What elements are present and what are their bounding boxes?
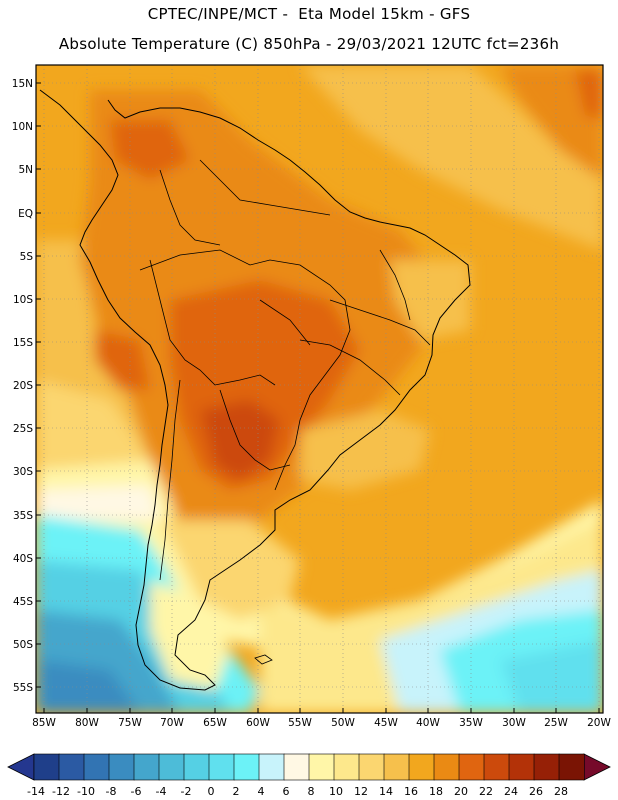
- colorbar-cell: [83, 753, 110, 781]
- colorbar-cell: [133, 753, 160, 781]
- colorbar-label: 20: [454, 785, 468, 798]
- falkland-islands: [254, 654, 273, 665]
- lat-label: 10N: [12, 121, 33, 133]
- colorbar-label: 24: [504, 785, 518, 798]
- graticule: [36, 65, 603, 713]
- colorbar-cell: [108, 753, 135, 781]
- lat-label: 30S: [13, 466, 33, 478]
- colorbar-label: 26: [529, 785, 543, 798]
- lon-label: 35W: [459, 717, 483, 729]
- colorbar-cell: [58, 753, 85, 781]
- lon-label: 75W: [118, 717, 142, 729]
- colorbar-cell: [308, 753, 335, 781]
- chart-title-line2: Absolute Temperature (C) 850hPa - 29/03/…: [58, 35, 560, 53]
- lon-label: 70W: [160, 717, 184, 729]
- colorbar-label: 2: [233, 785, 240, 798]
- colorbar-label: 28: [554, 785, 568, 798]
- south-america-coastline: [39, 89, 471, 691]
- colorbar-label: 6: [283, 785, 290, 798]
- map-frame: [35, 64, 604, 714]
- colorbar-label: -8: [106, 785, 117, 798]
- colorbar-label: 18: [429, 785, 443, 798]
- lon-label: 40W: [416, 717, 440, 729]
- colorbar-label: 8: [308, 785, 315, 798]
- colorbar-label: 0: [208, 785, 215, 798]
- lat-label: 55S: [13, 682, 33, 694]
- colorbar-cell: [533, 753, 560, 781]
- colorbar-cell: [408, 753, 435, 781]
- colorbar-label: 4: [258, 785, 265, 798]
- colorbar-cell: [558, 753, 585, 781]
- temperature-field: [36, 65, 603, 713]
- colorbar-cell: [233, 753, 260, 781]
- colorbar: -14 -12 -10 -8 -6 -4 -2 0 2 4 6 8 10 12 14 16 18 20 22 24 26…: [7, 753, 611, 798]
- colorbar-cell: [33, 753, 60, 781]
- lat-label: 15S: [13, 337, 33, 349]
- colorbar-label: 14: [379, 785, 393, 798]
- colorbar-label: -12: [52, 785, 70, 798]
- colorbar-label: -4: [156, 785, 167, 798]
- colorbar-label: -10: [77, 785, 95, 798]
- lon-label: 85W: [32, 717, 56, 729]
- colorbar-cell: [333, 753, 360, 781]
- colorbar-cell: [358, 753, 385, 781]
- lat-label: 35S: [13, 510, 33, 522]
- colorbar-label: -2: [181, 785, 192, 798]
- lon-label: 55W: [288, 717, 312, 729]
- lat-label: 20S: [13, 380, 33, 392]
- colorbar-cell: [483, 753, 510, 781]
- lon-label: 45W: [374, 717, 398, 729]
- lat-label: 45S: [13, 596, 33, 608]
- colorbar-end-low: [7, 753, 35, 781]
- colorbar-cell: [508, 753, 535, 781]
- colorbar-label: 10: [329, 785, 343, 798]
- lat-label: 5S: [20, 251, 34, 263]
- colorbar-cell: [283, 753, 310, 781]
- lon-label: 60W: [246, 717, 270, 729]
- colorbar-cell: [183, 753, 210, 781]
- colorbar-cell: [208, 753, 235, 781]
- colorbar-cell: [458, 753, 485, 781]
- lat-label: 40S: [13, 553, 33, 565]
- colorbar-cell: [158, 753, 185, 781]
- lon-label: 20W: [587, 717, 611, 729]
- colorbar-label: 22: [479, 785, 493, 798]
- lat-label: 5N: [18, 164, 33, 176]
- colorbar-cell: [383, 753, 410, 781]
- lat-label: EQ: [18, 208, 33, 220]
- lat-label: 50S: [13, 639, 33, 651]
- lat-label: 10S: [13, 294, 33, 306]
- lon-label: 50W: [331, 717, 355, 729]
- lon-label: 65W: [203, 717, 227, 729]
- chart-title-line1: CPTEC/INPE/MCT - Eta Model 15km - GFS: [147, 5, 471, 23]
- lon-label: 25W: [544, 717, 568, 729]
- lat-label: 25S: [13, 423, 33, 435]
- country-borders: [139, 159, 431, 581]
- colorbar-label: -6: [131, 785, 142, 798]
- colorbar-cell: [258, 753, 285, 781]
- lon-label: 80W: [75, 717, 99, 729]
- colorbar-cell: [433, 753, 460, 781]
- colorbar-label: 12: [354, 785, 368, 798]
- lat-label: 15N: [12, 78, 33, 90]
- colorbar-label: -14: [27, 785, 45, 798]
- colorbar-end-high: [583, 753, 611, 781]
- colorbar-label: 16: [404, 785, 418, 798]
- lon-label: 30W: [502, 717, 526, 729]
